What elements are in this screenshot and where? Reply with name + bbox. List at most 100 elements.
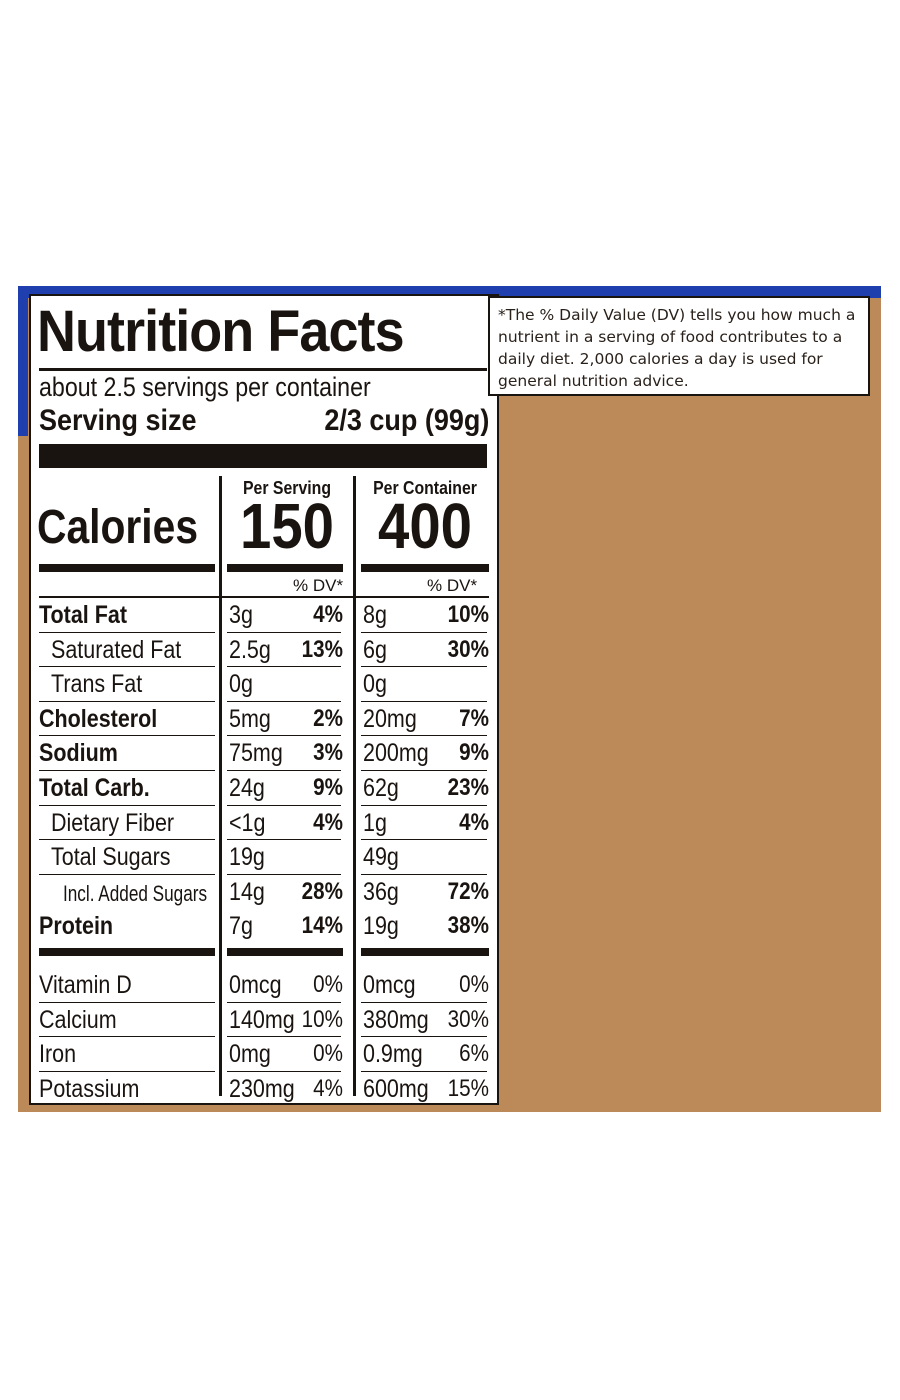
amount-per-container: 20mg	[363, 704, 417, 733]
calories-per-container: 400	[378, 490, 472, 562]
dv-per-serving: 4%	[313, 808, 343, 836]
column-heading-per-container: Per Container	[373, 478, 477, 498]
thick-rule-protein-serving	[227, 948, 343, 956]
dv-per-container: 30%	[447, 635, 489, 663]
row-divider	[39, 735, 215, 737]
nutrient-name: Sodium	[39, 739, 118, 768]
row-divider	[39, 839, 215, 841]
amount-per-serving: 24g	[229, 774, 265, 802]
nutrient-name: Trans Fat	[51, 670, 143, 699]
dv-per-serving: 3%	[313, 739, 343, 767]
amount-per-container: 200mg	[363, 739, 429, 768]
row-divider	[227, 666, 341, 668]
servings-per-container: about 2.5 servings per container	[39, 372, 371, 402]
dv-per-serving: 9%	[313, 774, 343, 801]
column-divider-left	[219, 476, 222, 1096]
amount-per-serving: 75mg	[229, 739, 283, 768]
row-divider	[39, 631, 215, 633]
nutrient-name: Cholesterol	[39, 704, 158, 733]
thick-rule-calories-container	[361, 564, 489, 572]
row-divider	[361, 873, 487, 875]
dv-per-container: 10%	[447, 601, 489, 628]
dv-per-container: 72%	[447, 877, 489, 905]
dv-heading-serving: % DV*	[293, 576, 344, 595]
amount-per-container: 0mcg	[363, 971, 416, 999]
dv-per-container: 38%	[447, 912, 489, 940]
nutrient-row: Cholesterol 5mg 2% 20mg 7%	[31, 702, 497, 737]
amount-per-serving: 0g	[229, 670, 253, 699]
row-divider	[227, 1036, 341, 1037]
nutrient-name: Iron	[39, 1040, 77, 1068]
row-divider	[39, 666, 215, 668]
dv-per-serving: 2%	[313, 704, 343, 732]
amount-per-container: 62g	[363, 774, 399, 802]
vitamin-row: Calcium 140mg 10% 380mg 30%	[31, 1003, 497, 1037]
row-divider	[227, 631, 341, 633]
row-divider	[39, 1001, 215, 1003]
package-photo: Nutrition Facts about 2.5 servings per c…	[18, 286, 881, 1112]
row-divider	[39, 873, 215, 875]
nutrient-name: Dietary Fiber	[51, 808, 175, 837]
vitamin-row: Vitamin D 0mcg 0% 0mcg 0%	[31, 968, 497, 1003]
amount-per-container: 600mg	[363, 1074, 429, 1103]
thick-rule-calories-name	[39, 564, 215, 572]
serving-size-label: Serving size	[39, 404, 197, 437]
nutrient-row: Total Fat 3g 4% 8g 10%	[31, 598, 497, 633]
thick-rule-top	[39, 444, 487, 468]
title-rule	[39, 368, 487, 371]
nutrient-name: Vitamin D	[39, 971, 132, 999]
amount-per-serving: <1g	[229, 808, 266, 837]
dv-per-container: 6%	[459, 1040, 489, 1067]
nutrient-name: Saturated Fat	[51, 635, 182, 664]
row-divider	[39, 769, 215, 771]
amount-per-serving: 3g	[229, 601, 253, 629]
dv-per-serving: 0%	[313, 971, 343, 998]
nutrient-row: Trans Fat 0g 0g	[31, 667, 497, 702]
dv-per-container: 23%	[447, 774, 489, 801]
nutrient-row: Total Sugars 19g 49g	[31, 840, 497, 875]
dv-per-container: 0%	[459, 971, 489, 998]
row-divider	[39, 804, 215, 806]
row-divider	[361, 839, 487, 841]
dv-per-container: 9%	[459, 739, 489, 767]
amount-per-serving: 2.5g	[229, 635, 271, 664]
amount-per-container: 0g	[363, 670, 387, 699]
amount-per-serving: 19g	[229, 843, 265, 872]
label-title: Nutrition Facts	[37, 299, 405, 364]
row-divider	[39, 1036, 215, 1037]
dv-per-container: 4%	[459, 808, 489, 836]
nutrient-name: Total Sugars	[51, 843, 171, 872]
vitamin-row: Iron 0mg 0% 0.9mg 6%	[31, 1037, 497, 1072]
row-divider	[227, 839, 341, 841]
amount-per-container: 6g	[363, 635, 387, 664]
thick-rule-protein-name	[39, 948, 215, 956]
row-divider	[361, 1036, 487, 1037]
row-divider	[227, 769, 341, 771]
row-divider	[361, 735, 487, 737]
amount-per-container: 49g	[363, 843, 399, 872]
column-divider-right	[353, 476, 356, 1096]
calories-label: Calories	[37, 501, 199, 554]
dv-per-serving: 0%	[313, 1040, 343, 1067]
row-divider	[361, 700, 487, 702]
dv-per-serving: 13%	[301, 635, 343, 663]
row-divider	[39, 1070, 215, 1072]
nutrient-row: Sodium 75mg 3% 200mg 9%	[31, 736, 497, 771]
amount-per-container: 36g	[363, 877, 399, 906]
row-divider	[361, 631, 487, 633]
row-divider	[361, 1070, 487, 1072]
dv-rule	[39, 596, 489, 598]
amount-per-container: 1g	[363, 808, 387, 837]
amount-per-serving: 230mg	[229, 1074, 295, 1103]
dv-per-serving: 4%	[313, 1074, 343, 1102]
amount-per-container: 19g	[363, 912, 399, 941]
amount-per-serving: 7g	[229, 912, 253, 941]
row-divider	[361, 769, 487, 771]
amount-per-container: 8g	[363, 601, 387, 629]
row-divider	[227, 700, 341, 702]
dv-per-container: 7%	[459, 704, 489, 732]
nutrient-name: Total Fat	[39, 601, 127, 629]
nutrient-row: Dietary Fiber <1g 4% 1g 4%	[31, 806, 497, 841]
dv-per-container: 15%	[447, 1074, 489, 1102]
nutrient-row: Saturated Fat 2.5g 13% 6g 30%	[31, 633, 497, 668]
